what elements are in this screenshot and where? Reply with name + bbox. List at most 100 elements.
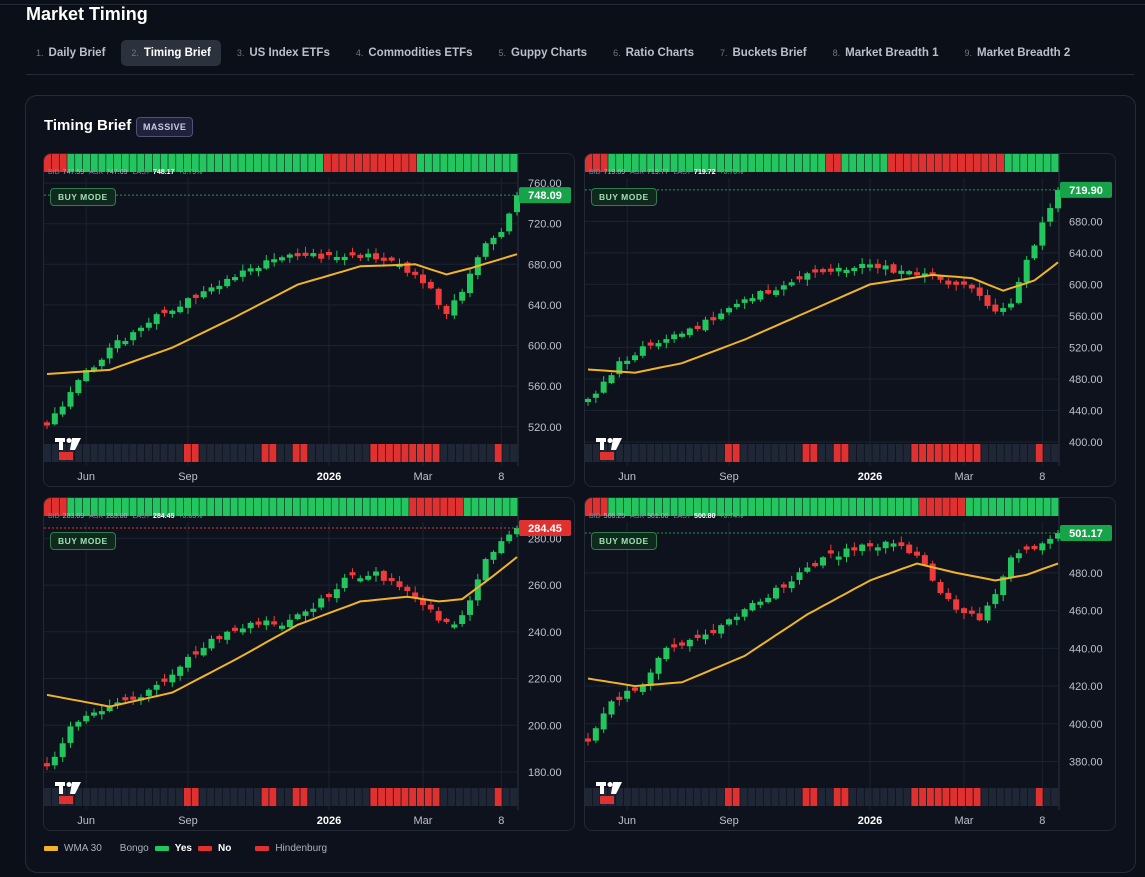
- candle: [333, 250, 340, 263]
- tab-number: 1.: [36, 48, 44, 58]
- bongo-cell: [1004, 154, 1012, 172]
- chart-bottom-right[interactable]: 480.00 460.00 440.00 420.00 400.00 380.00 Jun S…: [584, 497, 1116, 831]
- candle: [890, 539, 897, 552]
- bongo-cell: [183, 498, 192, 516]
- bongo-cell: [510, 498, 518, 516]
- bongo-cell: [409, 498, 417, 516]
- bongo-cell: [608, 498, 616, 516]
- y-tick-label: 460.00: [1069, 606, 1103, 618]
- tab-commodities-etfs[interactable]: 4. Commodities ETFs: [346, 40, 483, 66]
- last-price-tag: [1060, 181, 1112, 198]
- candle: [898, 536, 905, 550]
- bongo-cell: [176, 154, 184, 172]
- tab-label: Daily Brief: [48, 47, 106, 59]
- hindenburg-cell: [424, 444, 432, 462]
- tab-us-index-etfs[interactable]: 3. US Index ETFs: [227, 40, 340, 66]
- bongo-cell: [277, 498, 285, 516]
- hindenburg-cell: [362, 444, 370, 462]
- candle: [310, 248, 317, 258]
- candle: [812, 264, 819, 278]
- hindenburg-cell: [347, 444, 355, 462]
- bongo-cell: [872, 154, 880, 172]
- hindenburg-cell: [416, 444, 424, 462]
- tab-guppy-charts[interactable]: 5. Guppy Charts: [489, 40, 598, 66]
- candle: [663, 334, 670, 349]
- bongo-cell: [903, 498, 911, 516]
- candle: [773, 584, 779, 601]
- bongo-cell: [654, 154, 663, 172]
- bongo-cell: [973, 154, 981, 172]
- hindenburg-cell: [926, 788, 934, 806]
- bongo-cell: [678, 154, 686, 172]
- tab-market-breadth-1[interactable]: 8. Market Breadth 1: [823, 40, 949, 66]
- hindenburg-cell: [222, 788, 230, 806]
- hindenburg-cell: [810, 788, 818, 806]
- bongo-strip: [44, 154, 518, 172]
- hindenburg-cell: [323, 788, 331, 806]
- bongo-cell: [362, 154, 370, 172]
- bongo-cell: [818, 498, 826, 516]
- tab-number: 2.: [131, 48, 139, 58]
- buy-mode-badge[interactable]: BUY MODE: [591, 532, 657, 550]
- bongo-cell: [1027, 498, 1036, 516]
- hindenburg-cell: [740, 788, 748, 806]
- hindenburg-cell: [965, 788, 973, 806]
- candle: [286, 252, 293, 263]
- hindenburg-cell: [818, 788, 826, 806]
- hindenburg-cell: [911, 444, 919, 462]
- x-tick-label: 8: [498, 815, 504, 827]
- bongo-cell: [973, 498, 981, 516]
- buy-mode-badge[interactable]: BUY MODE: [50, 532, 116, 550]
- hindenburg-cell: [647, 444, 655, 462]
- chart-top-right[interactable]: 680.00 640.00 600.00 560.00 520.00 480.00 440.…: [584, 153, 1116, 487]
- bongo-cell: [740, 154, 748, 172]
- hindenburg-cell: [440, 788, 448, 806]
- bongo-cell: [455, 498, 464, 516]
- bongo-yes-swatch: [154, 846, 169, 851]
- candle: [929, 560, 936, 582]
- buy-mode-badge[interactable]: BUY MODE: [50, 188, 116, 206]
- candle: [216, 280, 223, 295]
- hindenburg-cell: [308, 788, 316, 806]
- x-tick-label: Sep: [178, 471, 198, 483]
- hindenburg-cell: [802, 444, 810, 462]
- x-tick-label: 2026: [858, 815, 882, 827]
- candle: [616, 357, 623, 378]
- hindenburg-cell: [315, 444, 323, 462]
- candle: [349, 568, 356, 579]
- hindenburg-cell: [981, 444, 989, 462]
- bongo-cell: [771, 498, 779, 516]
- hindenburg-cell: [1020, 788, 1028, 806]
- tab-buckets-brief[interactable]: 7. Buckets Brief: [710, 40, 817, 66]
- tab-timing-brief[interactable]: 2. Timing Brief: [121, 40, 221, 66]
- tab-market-breadth-2[interactable]: 9. Market Breadth 2: [954, 40, 1080, 66]
- candle: [114, 334, 121, 353]
- bongo-cell: [926, 154, 935, 172]
- hindenburg-cell: [113, 444, 121, 462]
- tab-ratio-charts[interactable]: 6. Ratio Charts: [603, 40, 704, 66]
- chart-top-left[interactable]: 760.00 720.00 680.00 640.00 600.00 560.00 520.…: [43, 153, 575, 487]
- hindenburg-cell: [168, 788, 176, 806]
- candle: [843, 543, 850, 563]
- chart-bottom-left[interactable]: 280.00 260.00 240.00 220.00 200.00 180.00 Jun S…: [43, 497, 575, 831]
- bongo-cell: [347, 498, 355, 516]
- y-tick-label: 560.00: [1069, 311, 1103, 323]
- bongo-cell: [393, 498, 401, 516]
- hindenburg-cell: [98, 788, 106, 806]
- bongo-cell: [996, 498, 1005, 516]
- buy-mode-badge[interactable]: BUY MODE: [591, 188, 657, 206]
- hindenburg-cell: [585, 788, 592, 806]
- candle: [506, 212, 513, 235]
- bongo-cell: [176, 498, 184, 516]
- last-price-tag: [519, 519, 571, 536]
- bongo-cell: [385, 154, 394, 172]
- legend-bongo-label: Bongo: [119, 843, 149, 854]
- x-tick-label: 8: [1039, 815, 1045, 827]
- quote-line: BID 719.69 ASK 719.77 LAST 719.72 +0.70%: [589, 169, 743, 176]
- candle: [820, 556, 826, 569]
- tab-daily-brief[interactable]: 1. Daily Brief: [26, 40, 115, 66]
- bongo-cell: [693, 498, 701, 516]
- bongo-cell: [137, 154, 145, 172]
- hindenburg-cell: [378, 788, 386, 806]
- candle: [741, 296, 748, 309]
